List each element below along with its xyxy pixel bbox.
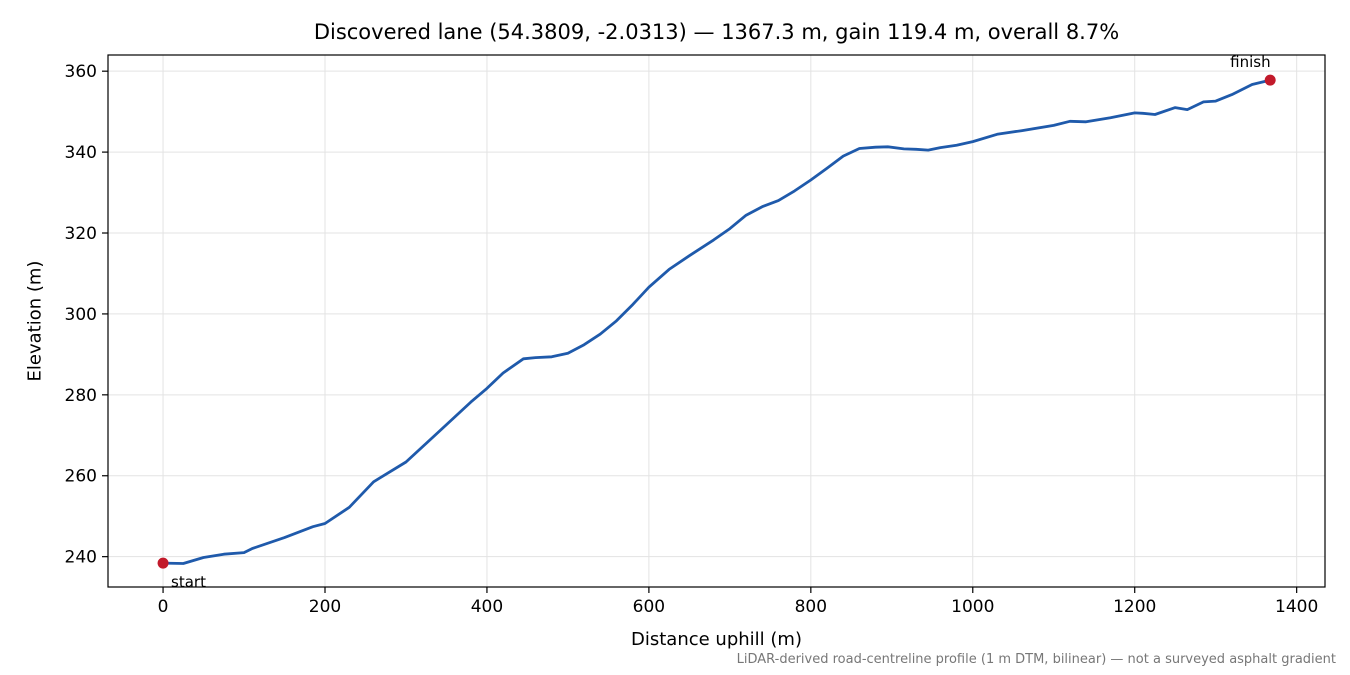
elevation-profile-line <box>161 78 1272 565</box>
x-tick-label: 400 <box>471 597 503 617</box>
footnote: LiDAR-derived road-centreline profile (1… <box>736 652 1336 667</box>
x-tick-label: 800 <box>795 597 827 617</box>
x-tick-label: 600 <box>633 597 665 617</box>
y-tick-label: 240 <box>65 548 97 568</box>
plot-frame <box>107 54 1326 588</box>
grid-lines <box>108 55 1325 587</box>
x-tick-label: 1200 <box>1113 597 1156 617</box>
y-axis-label: Elevation (m) <box>24 260 46 382</box>
axis-ticks: 0 200 400 600 800 1000 1200 1400 240 260 280 300 320… <box>65 62 1319 617</box>
chart-title: Discovered lane (54.3809, -2.0313) — 136… <box>313 20 1120 44</box>
x-axis-label: Distance uphill (m) <box>631 629 802 650</box>
y-tick-label: 340 <box>65 143 97 163</box>
endpoint-markers: start finish <box>157 53 1276 591</box>
start-marker <box>157 557 169 569</box>
x-tick-label: 200 <box>309 597 341 617</box>
y-tick-label: 260 <box>65 467 97 487</box>
y-tick-label: 300 <box>65 305 97 325</box>
finish-marker <box>1264 74 1276 86</box>
finish-label: finish <box>1230 53 1270 71</box>
x-tick-label: 1400 <box>1275 597 1318 617</box>
start-label: start <box>171 573 206 591</box>
y-tick-label: 280 <box>65 386 97 406</box>
x-tick-label: 0 <box>158 597 169 617</box>
y-tick-label: 320 <box>65 224 97 244</box>
x-tick-label: 1000 <box>951 597 994 617</box>
y-tick-label: 360 <box>65 62 97 82</box>
